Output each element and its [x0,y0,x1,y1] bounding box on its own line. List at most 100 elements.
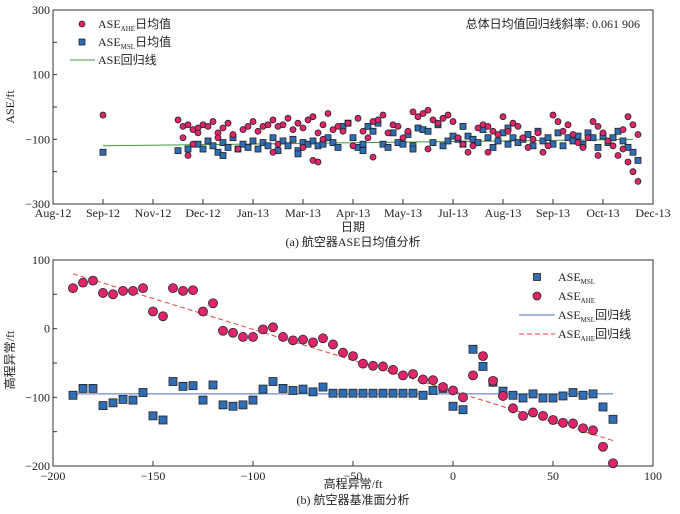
ahe-point [78,277,88,288]
ahe-point [448,385,458,396]
y-tick-label: 300 [32,3,50,17]
ahe-point [349,142,357,150]
ahe-point [299,124,307,132]
ahe-point [148,306,158,317]
legend-label: ASEAHE日均值 [98,16,171,33]
ahe-point [534,129,542,137]
ahe-point [194,129,202,137]
ahe-point [634,131,642,138]
msl-point [504,140,512,148]
ahe-point [408,369,418,379]
msl-point [369,127,377,135]
msl-point [478,362,488,371]
legend-label: ASEMSL回归线 [558,308,631,324]
msl-point [148,411,158,421]
msl-point [358,388,368,398]
ahe-point [158,311,168,322]
msl-point [484,134,492,142]
ahe-point [564,121,572,129]
ahe-point [269,116,277,124]
ahe-point [634,177,642,185]
msl-point [198,395,208,405]
msl-point [99,148,107,156]
chart-b-caption: (b) 航空器基准面分析 [297,492,410,507]
msl-point [328,388,338,398]
ahe-point [508,403,518,414]
ahe-point [409,108,417,116]
msl-point [388,388,398,398]
msl-point [544,134,552,142]
ahe-point [464,148,472,156]
ahe-point [484,123,492,130]
msl-point [158,415,168,425]
msl-point [219,139,227,146]
ahe-point [398,370,408,381]
msl-point [228,401,238,411]
msl-point [208,380,218,390]
ahe-point [529,135,537,143]
chart-a-annotation: 总体日均值回归线斜率: 0.061 906 [466,16,640,31]
msl-point [608,414,618,424]
msl-point [424,127,432,135]
x-tick-label: Oct-13 [586,206,619,220]
legend-circle-icon [532,291,542,301]
ahe-point [224,119,232,127]
x-tick-label: 100 [644,469,662,483]
ahe-point [584,134,592,142]
x-tick-label: −150 [141,469,166,483]
ahe-point [539,148,547,156]
ahe-point [298,334,308,345]
ahe-point [449,118,457,125]
msl-point [348,388,358,398]
legend-square-icon [533,273,541,281]
y-tick-label: 0 [44,322,50,336]
ahe-point [569,131,577,138]
ahe-point [419,110,427,117]
ahe-point [234,145,242,153]
ahe-point [304,116,312,124]
x-tick-label: Jul-13 [438,206,468,220]
y-tick-label: 100 [32,253,50,267]
msl-point [619,137,627,145]
msl-point [474,139,482,146]
x-tick-label: Dec-12 [185,206,220,220]
msl-point [588,389,598,399]
msl-point [538,393,548,403]
x-tick-label: May-13 [384,206,422,220]
ahe-point [548,415,558,425]
ahe-point [624,113,632,121]
ahe-point [514,123,522,130]
msl-point [609,134,617,142]
msl-point [209,142,217,150]
x-tick-label: −200 [41,469,66,483]
y-tick-label: 100 [32,68,50,82]
ahe-point [344,119,352,127]
legend-label: ASE回归线 [98,53,157,67]
msl-point [468,344,478,354]
msl-point [559,142,567,150]
ahe-point [238,332,248,342]
ahe-point [418,374,428,385]
x-tick-label: −50 [344,469,363,483]
chart-a-ylabel: ASE/ft [3,90,17,124]
msl-point [204,137,212,145]
chart-a-plot-area [52,9,654,205]
ahe-point [438,382,448,392]
ahe-point [329,126,337,134]
msl-point [254,145,262,153]
msl-point [524,131,532,138]
ahe-point [579,144,587,151]
ahe-point [184,152,192,159]
msl-point [508,390,518,400]
ahe-point [388,364,398,375]
ahe-point [578,423,588,434]
msl-point [268,377,278,386]
msl-point [288,386,298,395]
msl-point [278,384,288,393]
ahe-point [528,407,538,418]
ahe-point [469,142,477,150]
msl-point [238,400,248,410]
msl-point [284,142,292,150]
ahe-point [458,392,468,403]
ahe-point [274,140,282,148]
